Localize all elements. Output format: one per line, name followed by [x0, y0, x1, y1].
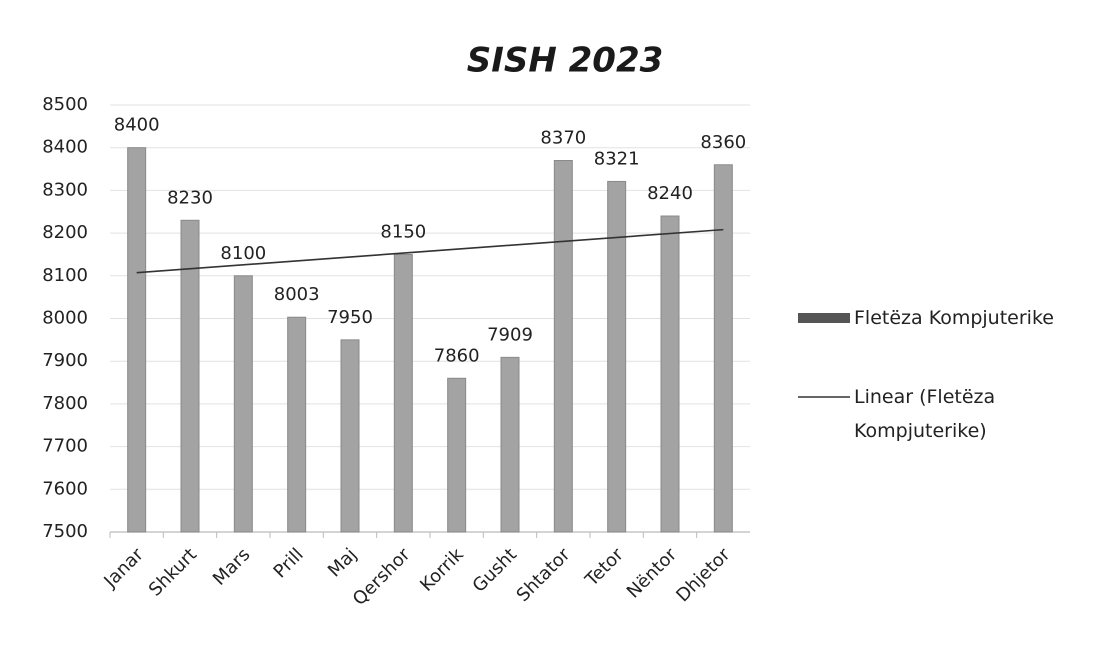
data-label: 7860 [434, 345, 480, 366]
data-label: 8100 [220, 243, 266, 264]
x-tick-label: Shtator [513, 544, 575, 606]
data-label: 8370 [540, 128, 586, 149]
x-tick-label: Prill [270, 544, 308, 582]
bar [553, 160, 573, 533]
x-tick-label: Mars [209, 544, 254, 589]
data-label: 8003 [274, 284, 320, 305]
legend-entry: Linear (Fletëza Kompjuterike) [854, 386, 996, 442]
legend-entry: Fletëza Kompjuterike [854, 307, 1054, 329]
bar [393, 253, 413, 533]
bar [127, 147, 147, 533]
data-label: 8240 [647, 183, 693, 204]
y-tick-label: 8000 [42, 308, 88, 329]
bar [660, 215, 680, 533]
bar [287, 316, 307, 533]
legend-swatch [798, 313, 850, 323]
data-label: 8321 [594, 148, 640, 169]
bar [233, 275, 253, 533]
legend-label: Fletëza Kompjuterike [854, 307, 1054, 329]
data-label: 8150 [380, 221, 426, 242]
bar [500, 356, 520, 533]
y-tick-label: 7500 [42, 521, 88, 542]
y-tick-label: 7700 [42, 436, 88, 457]
bar [180, 219, 200, 533]
y-tick-label: 7600 [42, 478, 88, 499]
bar [340, 339, 360, 533]
bar [447, 377, 467, 533]
data-label: 8360 [700, 132, 746, 153]
x-tick-label: Shkurt [145, 544, 201, 600]
y-tick-label: 7900 [42, 350, 88, 371]
y-tick-label: 8300 [42, 179, 88, 200]
data-label: 8230 [167, 187, 213, 208]
chart-title: SISH 2023 [467, 41, 664, 81]
data-label: 7909 [487, 324, 533, 345]
legend-label: Linear (Fletëza Kompjuterike) [854, 386, 996, 442]
x-tick-label: Dhjetor [672, 544, 735, 607]
x-tick-label: Korrik [416, 544, 468, 596]
y-tick-label: 8400 [42, 137, 88, 158]
y-tick-label: 8500 [42, 94, 88, 115]
x-tick-label: Qershor [349, 544, 415, 610]
x-tick-label: Janar [100, 544, 149, 593]
x-tick-label: Gusht [469, 544, 521, 596]
x-tick-label: Nëntor [623, 544, 682, 603]
y-tick-label: 7800 [42, 393, 88, 414]
data-label: 7950 [327, 307, 373, 328]
y-tick-label: 8200 [42, 222, 88, 243]
bar [713, 164, 733, 533]
trendline [136, 228, 724, 274]
x-tick-label: Tetor [581, 544, 628, 591]
x-tick-label: Maj [324, 544, 361, 581]
y-tick-label: 8100 [42, 265, 88, 286]
data-label: 8400 [114, 115, 160, 136]
bar [607, 180, 627, 533]
